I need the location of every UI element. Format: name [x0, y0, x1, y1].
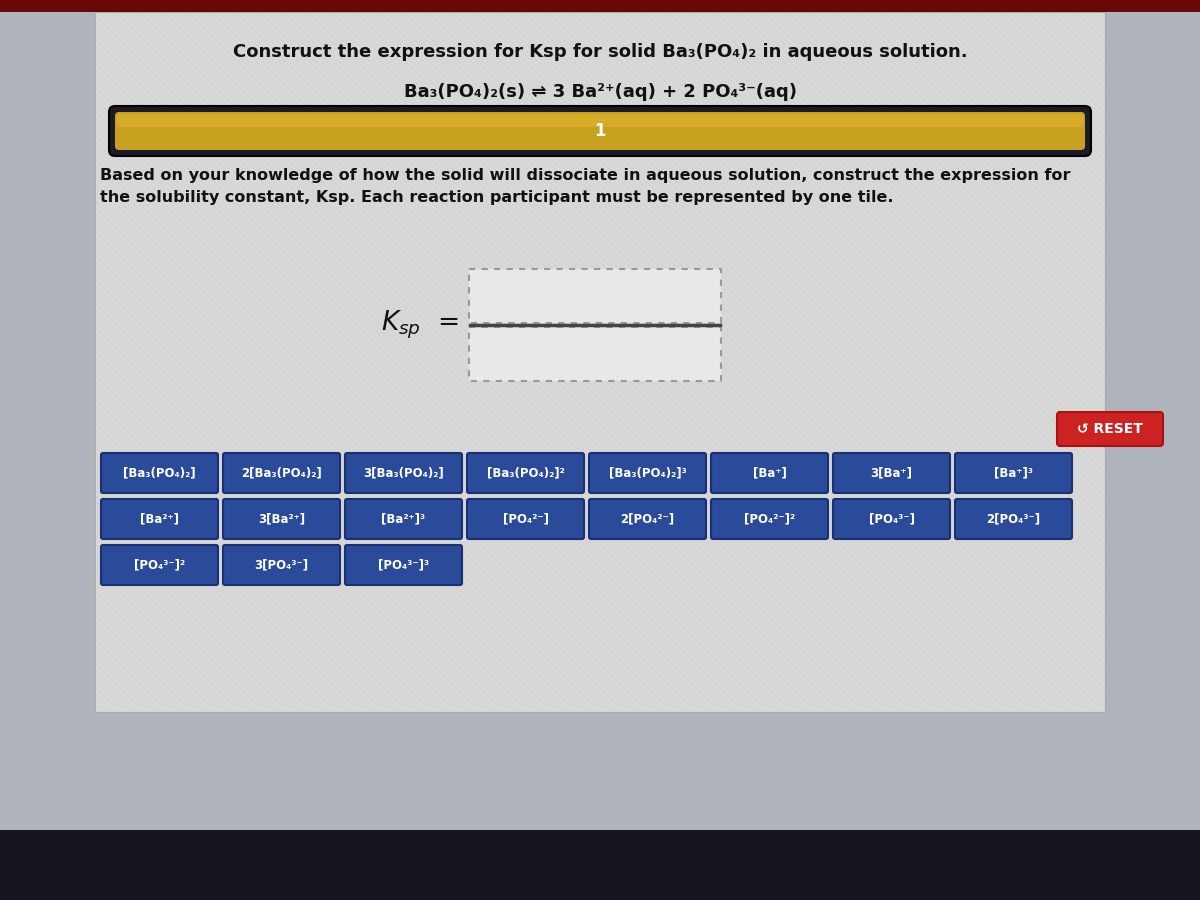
- FancyBboxPatch shape: [101, 453, 218, 493]
- Text: [Ba₃(PO₄)₂]³: [Ba₃(PO₄)₂]³: [608, 466, 686, 480]
- FancyBboxPatch shape: [710, 453, 828, 493]
- FancyBboxPatch shape: [589, 453, 706, 493]
- Text: Based on your knowledge of how the solid will dissociate in aqueous solution, co: Based on your knowledge of how the solid…: [100, 168, 1070, 205]
- Text: ↺ RESET: ↺ RESET: [1078, 422, 1142, 436]
- Text: Ba₃(PO₄)₂(s) ⇌ 3 Ba²⁺(aq) + 2 PO₄³⁻(aq): Ba₃(PO₄)₂(s) ⇌ 3 Ba²⁺(aq) + 2 PO₄³⁻(aq): [403, 83, 797, 101]
- FancyBboxPatch shape: [223, 499, 340, 539]
- FancyBboxPatch shape: [101, 545, 218, 585]
- FancyBboxPatch shape: [223, 545, 340, 585]
- Bar: [0, 830, 1200, 900]
- Text: [PO₄²⁻]: [PO₄²⁻]: [503, 512, 548, 526]
- Bar: [0, 0, 1200, 12]
- FancyBboxPatch shape: [467, 499, 584, 539]
- Text: 2[Ba₃(PO₄)₂]: 2[Ba₃(PO₄)₂]: [241, 466, 322, 480]
- Text: [Ba⁺]: [Ba⁺]: [752, 466, 786, 480]
- Text: 2[PO₄²⁻]: 2[PO₄²⁻]: [620, 512, 674, 526]
- Text: [PO₄²⁻]²: [PO₄²⁻]²: [744, 512, 796, 526]
- FancyBboxPatch shape: [833, 499, 950, 539]
- FancyBboxPatch shape: [469, 327, 721, 381]
- FancyBboxPatch shape: [955, 499, 1072, 539]
- Text: [Ba₃(PO₄)₂]: [Ba₃(PO₄)₂]: [124, 466, 196, 480]
- Text: Construct the expression for Ksp for solid Ba₃(PO₄)₂ in aqueous solution.: Construct the expression for Ksp for sol…: [233, 43, 967, 61]
- Text: $K_{sp}$  =: $K_{sp}$ =: [380, 309, 458, 341]
- FancyBboxPatch shape: [115, 112, 1085, 150]
- Text: [Ba²⁺]³: [Ba²⁺]³: [382, 512, 426, 526]
- Text: [PO₄³⁻]: [PO₄³⁻]: [869, 512, 914, 526]
- Text: 3[Ba²⁺]: 3[Ba²⁺]: [258, 512, 305, 526]
- FancyBboxPatch shape: [710, 499, 828, 539]
- FancyBboxPatch shape: [589, 499, 706, 539]
- Text: [PO₄³⁻]²: [PO₄³⁻]²: [134, 559, 185, 572]
- Bar: [96, 13, 1104, 711]
- Text: 1: 1: [594, 122, 606, 140]
- Text: [Ba₃(PO₄)₂]²: [Ba₃(PO₄)₂]²: [487, 466, 564, 480]
- FancyBboxPatch shape: [118, 114, 1084, 127]
- FancyBboxPatch shape: [109, 106, 1091, 156]
- Text: 2[PO₄³⁻]: 2[PO₄³⁻]: [986, 512, 1040, 526]
- FancyBboxPatch shape: [223, 453, 340, 493]
- FancyBboxPatch shape: [346, 453, 462, 493]
- Bar: [95, 12, 1105, 712]
- FancyBboxPatch shape: [346, 499, 462, 539]
- Text: 3[PO₄³⁻]: 3[PO₄³⁻]: [254, 559, 308, 572]
- FancyBboxPatch shape: [346, 545, 462, 585]
- Text: [Ba²⁺]: [Ba²⁺]: [140, 512, 179, 526]
- FancyBboxPatch shape: [955, 453, 1072, 493]
- FancyBboxPatch shape: [469, 269, 721, 323]
- Text: 3[Ba⁺]: 3[Ba⁺]: [870, 466, 912, 480]
- FancyBboxPatch shape: [467, 453, 584, 493]
- FancyBboxPatch shape: [1057, 412, 1163, 446]
- Text: [PO₄³⁻]³: [PO₄³⁻]³: [378, 559, 430, 572]
- FancyBboxPatch shape: [101, 499, 218, 539]
- Text: 3[Ba₃(PO₄)₂]: 3[Ba₃(PO₄)₂]: [364, 466, 444, 480]
- Text: [Ba⁺]³: [Ba⁺]³: [994, 466, 1033, 480]
- FancyBboxPatch shape: [833, 453, 950, 493]
